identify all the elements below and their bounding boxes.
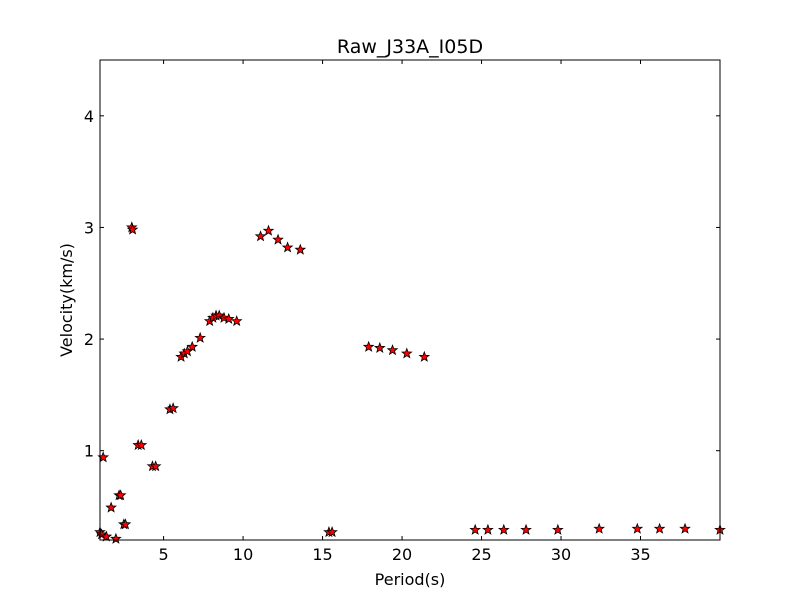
data-point-star bbox=[386, 344, 399, 356]
x-axis-label: Period(s) bbox=[375, 570, 446, 589]
plot-frame bbox=[99, 59, 721, 541]
data-point-star bbox=[100, 530, 113, 542]
x-tick-label: 15 bbox=[312, 545, 332, 564]
data-point-star bbox=[222, 312, 235, 324]
y-tick-label: 2 bbox=[84, 330, 94, 349]
y-axis-ticks: 1 2 3 4 bbox=[84, 107, 720, 461]
data-point-star bbox=[272, 233, 284, 245]
y-axis-label: Velocity(km/s) bbox=[57, 243, 76, 357]
data-point-star bbox=[254, 230, 267, 242]
data-point-star bbox=[194, 331, 206, 343]
data-point-star bbox=[400, 347, 413, 359]
data-point-star bbox=[230, 315, 243, 327]
x-axis-ticks: 5 10 15 20 25 30 35 bbox=[158, 60, 651, 564]
data-point-star bbox=[119, 518, 132, 530]
data-point-star bbox=[213, 309, 226, 321]
x-tick-label: 25 bbox=[471, 545, 491, 564]
data-point-star bbox=[294, 243, 307, 255]
data-point-star bbox=[552, 523, 564, 535]
y-tick-label: 3 bbox=[84, 218, 94, 237]
data-point-star bbox=[126, 223, 139, 235]
y-tick-label: 4 bbox=[84, 107, 94, 126]
data-point-star bbox=[114, 489, 127, 501]
data-point-star bbox=[95, 528, 108, 540]
data-point-star bbox=[135, 438, 148, 451]
x-tick-label: 5 bbox=[158, 545, 168, 564]
x-tick-label: 35 bbox=[630, 545, 650, 564]
data-points bbox=[94, 221, 726, 544]
data-point-star bbox=[469, 523, 482, 535]
data-point-star bbox=[373, 341, 386, 353]
chart-title: Raw_J33A_I05D bbox=[337, 36, 483, 58]
data-point-star bbox=[418, 350, 431, 362]
data-point-star bbox=[105, 501, 117, 513]
x-tick-label: 20 bbox=[392, 545, 412, 564]
data-point-star bbox=[149, 460, 162, 472]
data-point-star bbox=[653, 522, 666, 534]
data-point-star bbox=[497, 523, 510, 535]
data-point-star bbox=[520, 523, 532, 535]
data-point-star bbox=[482, 523, 494, 535]
data-point-star bbox=[281, 241, 294, 253]
data-point-star bbox=[326, 526, 338, 538]
data-point-star bbox=[593, 522, 606, 534]
data-point-star bbox=[679, 522, 691, 534]
data-point-star bbox=[167, 402, 179, 414]
data-point-star bbox=[186, 340, 199, 352]
data-point-star bbox=[631, 522, 644, 534]
data-point-star bbox=[262, 224, 275, 236]
data-point-star bbox=[110, 532, 122, 544]
y-tick-label: 1 bbox=[84, 442, 94, 461]
x-tick-label: 10 bbox=[233, 545, 253, 564]
data-point-star bbox=[362, 340, 375, 352]
x-tick-label: 30 bbox=[551, 545, 571, 564]
